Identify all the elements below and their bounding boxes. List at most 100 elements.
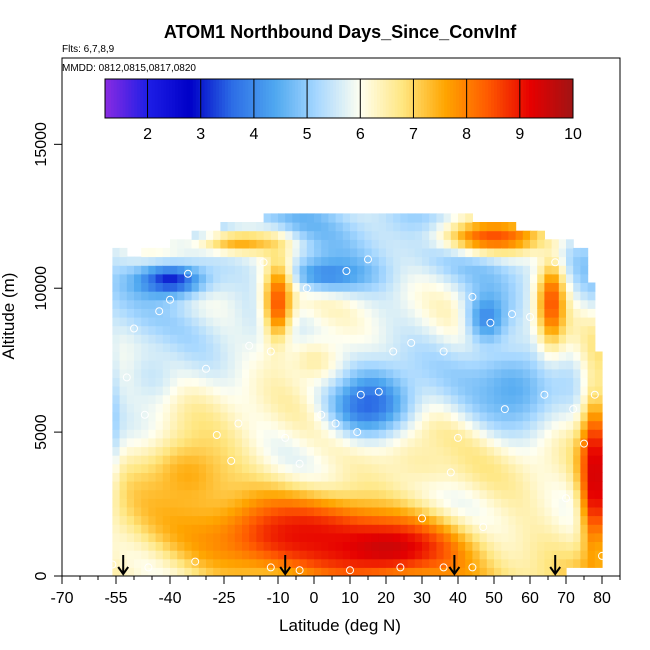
heatmap-cell xyxy=(335,394,344,404)
heatmap-cell xyxy=(494,498,502,508)
heatmap-cell xyxy=(299,351,308,361)
heatmap-cell xyxy=(321,317,329,327)
heatmap-cell xyxy=(213,446,221,456)
heatmap-cell xyxy=(285,273,293,283)
heatmap-cell xyxy=(386,420,394,430)
heatmap-cell xyxy=(558,325,567,335)
heatmap-cell xyxy=(249,325,257,335)
heatmap-cell xyxy=(393,437,401,448)
heatmap-cell xyxy=(508,455,517,465)
sample-point xyxy=(346,566,354,575)
heatmap-cell xyxy=(249,429,257,439)
heatmap-cell xyxy=(472,334,481,344)
heatmap-cell xyxy=(544,265,553,275)
heatmap-cell xyxy=(501,247,509,258)
heatmap-cell xyxy=(321,213,329,223)
heatmap-cell xyxy=(256,446,265,456)
heatmap-cell xyxy=(242,403,250,413)
heatmap-cell xyxy=(551,334,560,344)
colorbar-segment xyxy=(400,79,404,118)
heatmap-cell xyxy=(328,299,337,309)
heatmap-cell xyxy=(422,437,430,448)
heatmap-cell xyxy=(170,351,178,361)
heatmap-cell xyxy=(458,360,466,370)
heatmap-cell xyxy=(544,550,553,560)
heatmap-cell xyxy=(508,446,517,456)
heatmap-cell xyxy=(450,360,459,370)
heatmap-cell xyxy=(234,472,243,482)
heatmap-cell xyxy=(580,247,589,258)
heatmap-cell xyxy=(141,463,149,473)
heatmap-cell xyxy=(119,541,128,551)
heatmap-cell xyxy=(256,273,265,283)
heatmap-cell xyxy=(594,498,603,508)
heatmap-cell xyxy=(292,472,301,482)
heatmap-cell xyxy=(573,472,581,482)
heatmap-cell xyxy=(371,532,380,542)
heatmap-cell xyxy=(378,550,387,560)
heatmap-cell xyxy=(544,273,553,283)
heatmap-cell xyxy=(371,368,380,378)
heatmap-cell xyxy=(458,325,466,335)
heatmap-cell xyxy=(256,437,265,448)
heatmap-cell xyxy=(443,515,452,525)
heatmap-cell xyxy=(371,239,380,249)
heatmap-cell xyxy=(314,256,322,266)
heatmap-cell xyxy=(580,429,589,439)
heatmap-cell xyxy=(335,463,344,473)
heatmap-cell xyxy=(508,489,517,499)
heatmap-cell xyxy=(364,437,373,448)
heatmap-cell xyxy=(544,532,553,542)
heatmap-cell xyxy=(335,291,344,301)
heatmap-cell xyxy=(407,472,416,482)
heatmap-cell xyxy=(486,567,495,576)
heatmap-cell xyxy=(155,472,164,482)
heatmap-cell xyxy=(184,317,193,327)
heatmap-cell xyxy=(393,282,401,292)
heatmap-cell xyxy=(213,394,221,404)
colorbar-segment xyxy=(482,79,486,118)
heatmap-cell xyxy=(558,532,567,542)
heatmap-cell xyxy=(321,342,329,353)
heatmap-cell xyxy=(242,247,250,258)
heatmap-cell xyxy=(566,489,574,499)
heatmap-cell xyxy=(177,247,185,258)
heatmap-cell xyxy=(234,550,243,560)
heatmap-cell xyxy=(314,351,322,361)
heatmap-cell xyxy=(256,308,265,318)
heatmap-cell xyxy=(263,420,272,430)
heatmap-cell xyxy=(328,360,337,370)
heatmap-cell xyxy=(530,368,538,378)
heatmap-cell xyxy=(270,437,279,448)
heatmap-cell xyxy=(270,342,279,353)
heatmap-cell xyxy=(306,524,315,534)
heatmap-cell xyxy=(198,394,207,404)
heatmap-cell xyxy=(198,299,207,309)
heatmap-cell xyxy=(328,394,337,404)
heatmap-cell xyxy=(450,351,459,361)
heatmap-cell xyxy=(270,463,279,473)
heatmap-cell xyxy=(580,481,589,491)
heatmap-cell xyxy=(242,532,250,542)
heatmap-cell xyxy=(400,386,409,396)
heatmap-cell xyxy=(155,282,164,292)
heatmap-cell xyxy=(386,506,394,517)
heatmap-cell xyxy=(328,567,337,576)
heatmap-cell xyxy=(587,334,596,344)
heatmap-cell xyxy=(328,377,337,387)
heatmap-cell xyxy=(393,239,401,249)
heatmap-cell xyxy=(263,222,272,232)
colorbar-segment xyxy=(532,79,536,118)
colorbar-segment xyxy=(216,79,220,118)
heatmap-cell xyxy=(544,446,553,456)
sample-point xyxy=(454,433,462,442)
heatmap-cell xyxy=(155,463,164,473)
heatmap-cell xyxy=(544,377,553,387)
heatmap-cell xyxy=(321,429,329,439)
heatmap-cell xyxy=(263,360,272,370)
heatmap-cell xyxy=(436,463,445,473)
heatmap-cell xyxy=(342,532,351,542)
heatmap-cell xyxy=(321,291,329,301)
heatmap-cell xyxy=(450,256,459,266)
heatmap-cell xyxy=(486,558,495,568)
